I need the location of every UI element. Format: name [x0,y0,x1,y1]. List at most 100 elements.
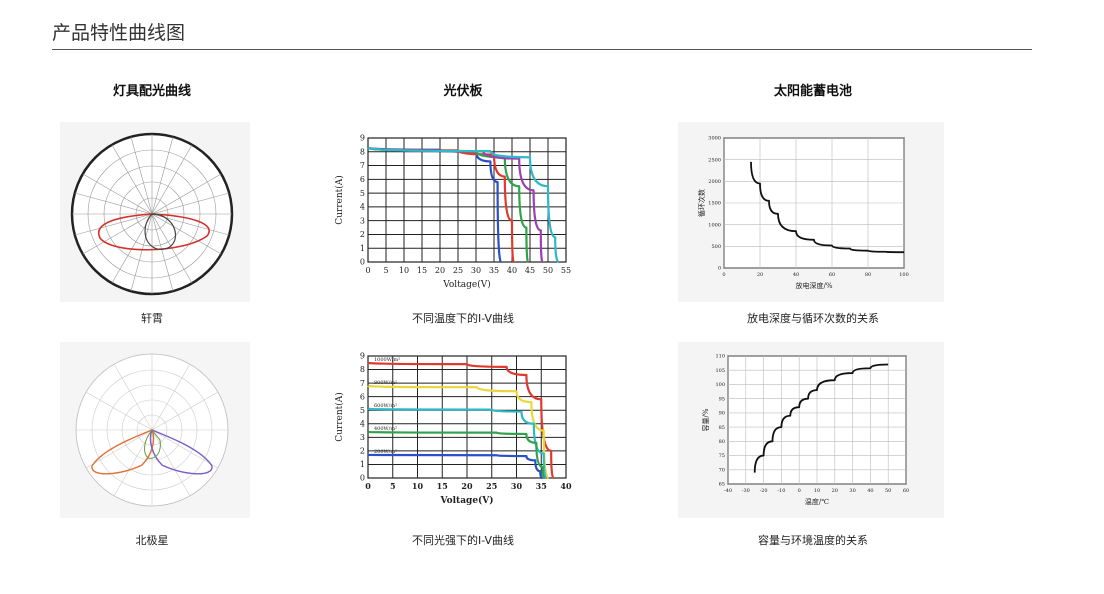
y-tick-label: 95 [719,396,725,402]
x-tick-label: 30 [471,266,481,275]
x-tick-label: 0 [365,481,371,491]
y-tick-label: 2 [360,230,365,239]
y-tick-label: 7 [360,161,365,170]
y-tick-label: 1500 [708,201,721,207]
caption-polar-beijixing: 北极星 [135,534,169,547]
column-heading-pv-panel: 光伏板 [443,84,483,99]
y-axis-label: Current(A) [334,392,345,442]
series-label: 200W/m² [374,449,397,455]
y-tick-label: 6 [360,175,365,184]
x-tick-label: 10 [399,266,409,275]
y-tick-label: 70 [719,467,725,473]
x-tick-label: -40 [724,488,732,494]
series-line-3 [366,407,547,480]
y-axis-label: Current(A) [334,175,345,225]
series-line-1 [750,161,905,254]
y-tick-label: 7 [360,379,365,388]
y-tick-label: 110 [715,354,725,360]
y-tick-label: 4 [360,419,365,428]
y-tick-label: 90 [719,411,725,417]
x-tick-label: 100 [899,272,909,278]
y-tick-label: 1 [360,244,365,253]
x-tick-label: 80 [865,272,871,278]
y-tick-label: 75 [719,453,725,459]
x-tick-label: 0 [722,272,725,278]
y-axis-label: 循环次数 [697,189,706,217]
chart-dod-cycles: 0 20 40 60 80 100 0 500 1000 1500 2000 2500 3000 放电深度… [678,122,944,302]
x-tick-label: -10 [777,488,785,494]
y-tick-label: 65 [719,482,725,488]
series-line-4 [366,430,545,480]
y-tick-label: 500 [711,244,721,250]
page-title: 产品特性曲线图 [52,22,186,44]
polar-chart-beijixing [60,342,250,518]
x-tick-label: 20 [461,481,473,491]
series-label: 800W/m² [374,380,397,386]
x-tick-label: 25 [486,481,497,491]
y-tick-label: 9 [360,134,365,143]
caption-polar-xuanxiao: 轩霄 [141,312,163,325]
y-tick-label: 85 [719,425,725,431]
y-tick-label: 105 [715,368,725,374]
y-tick-label: 0 [718,266,721,272]
y-tick-label: 3000 [708,136,721,142]
x-tick-label: 10 [814,488,820,494]
x-axis-label: 温度/℃ [805,497,829,506]
chart-capacity-temperature: -40 -30 -20 -10 0 10 20 30 40 50 60 65 70 75 80 85 90 95 1… [678,342,944,518]
x-tick-label: 30 [849,488,855,494]
series-label: 400W/m² [374,426,397,432]
x-tick-label: 50 [885,488,891,494]
x-tick-label: 40 [867,488,873,494]
x-tick-label: 45 [525,266,535,275]
series-line-1 [366,361,555,480]
y-tick-label: 100 [715,382,725,388]
x-tick-label: 5 [390,481,396,491]
chart-iv-irradiance: 0 5 10 15 20 25 30 35 40 0 1 2 3 4 5 6 7 8 9 Voltage(V) Curr… [330,342,590,518]
x-tick-label: -20 [760,488,768,494]
x-tick-label: 15 [437,481,448,491]
y-tick-label: 8 [360,147,365,156]
column-heading-luminaire: 灯具配光曲线 [112,84,191,99]
x-tick-label: 40 [507,266,517,275]
x-axis-label: Voltage(V) [442,279,491,290]
series-line-5 [366,146,560,264]
x-tick-label: 5 [383,266,388,275]
y-tick-label: 0 [360,258,365,267]
y-tick-label: 2000 [708,179,721,185]
caption-iv-irradiance: 不同光强下的I-V曲线 [411,534,515,547]
x-tick-label: 60 [829,272,835,278]
series-line-2 [366,384,550,480]
y-tick-label: 3 [360,216,365,225]
x-tick-label: 40 [560,481,572,491]
caption-iv-temperature: 不同温度下的I-V曲线 [411,312,515,325]
x-tick-label: 50 [543,266,553,275]
polar-chart-xuanxiao [60,122,250,302]
x-tick-label: 15 [417,266,427,275]
y-tick-label: 1 [360,460,365,469]
y-tick-label: 0 [360,474,365,483]
series-label: 600W/m² [374,403,397,409]
x-axis-label: 放电深度/% [795,281,832,290]
x-tick-label: -30 [742,488,750,494]
x-tick-label: 35 [536,481,547,491]
series-line-5 [366,453,543,480]
y-tick-label: 2 [360,447,365,456]
series-label: 1000W/m² [374,357,400,363]
x-tick-label: 0 [365,266,370,275]
y-tick-label: 80 [719,439,725,445]
x-tick-label: 30 [511,481,523,491]
y-tick-label: 1000 [708,222,721,228]
y-tick-label: 4 [360,203,365,212]
y-tick-label: 3 [360,433,365,442]
x-tick-label: 20 [832,488,838,494]
caption-capacity-temperature: 容量与环境温度的关系 [758,534,868,547]
x-tick-label: 25 [453,266,463,275]
y-axis-label: 容量/% [701,408,710,431]
caption-dod-cycles: 放电深度与循环次数的关系 [747,312,879,325]
y-tick-label: 2500 [708,157,721,163]
x-tick-label: 60 [903,488,909,494]
x-tick-label: 0 [798,488,801,494]
column-heading-battery: 太阳能蓄电池 [773,84,852,99]
x-tick-label: 20 [757,272,763,278]
y-tick-label: 5 [360,406,365,415]
